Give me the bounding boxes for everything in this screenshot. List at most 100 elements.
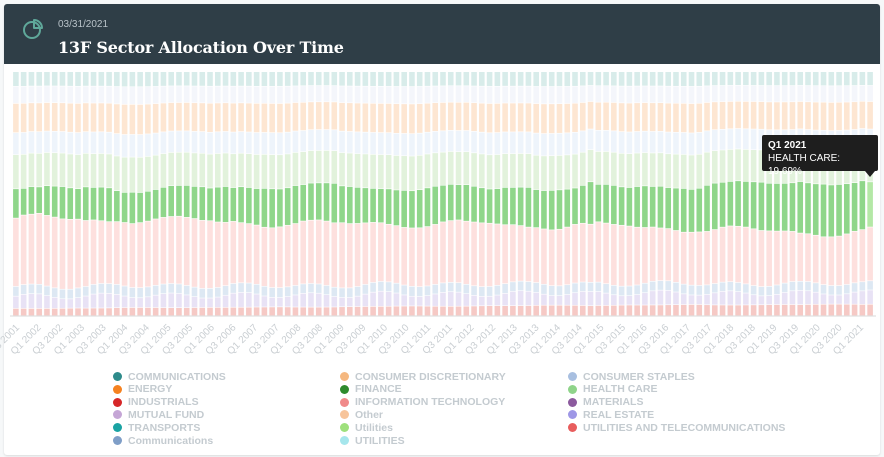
sector-bar-segment[interactable] <box>572 293 578 305</box>
sector-bar-segment[interactable] <box>51 288 58 298</box>
sector-bar-segment[interactable] <box>13 296 19 309</box>
sector-bar-segment[interactable] <box>673 292 679 305</box>
sector-bar-segment[interactable] <box>750 129 757 150</box>
sector-bar-segment[interactable] <box>308 85 314 102</box>
sector-bar-segment[interactable] <box>712 293 718 305</box>
sector-bar-segment[interactable] <box>564 133 571 155</box>
sector-bar-segment[interactable] <box>176 284 182 294</box>
sector-bar-segment[interactable] <box>347 297 353 307</box>
sector-bar-segment[interactable] <box>393 86 400 104</box>
sector-bar-segment[interactable] <box>75 132 81 155</box>
sector-bar-segment[interactable] <box>215 72 221 86</box>
health-care-bar-segment[interactable] <box>315 183 322 220</box>
sector-bar-segment[interactable] <box>603 284 609 293</box>
sector-bar-segment[interactable] <box>90 86 97 103</box>
sector-bar-segment[interactable] <box>789 102 796 130</box>
sector-bar-segment[interactable] <box>556 72 563 87</box>
sector-bar-segment[interactable] <box>525 291 532 306</box>
sector-bar-segment[interactable] <box>409 306 415 316</box>
sector-bar-segment[interactable] <box>238 72 244 86</box>
sector-bar-segment[interactable] <box>114 284 120 295</box>
sector-bar-segment[interactable] <box>510 132 516 154</box>
sector-bar-segment[interactable] <box>207 132 213 154</box>
sector-bar-segment[interactable] <box>347 223 353 288</box>
sector-bar-segment[interactable] <box>743 129 749 150</box>
sector-bar-segment[interactable] <box>432 131 439 153</box>
legend-item[interactable]: INDUSTRIALS <box>113 396 199 409</box>
sector-bar-segment[interactable] <box>727 291 734 305</box>
sector-bar-segment[interactable] <box>455 86 462 102</box>
sector-bar-segment[interactable] <box>315 284 322 293</box>
sector-bar-segment[interactable] <box>541 305 547 316</box>
sector-bar-segment[interactable] <box>758 129 765 150</box>
sector-bar-segment[interactable] <box>851 72 858 86</box>
sector-bar-segment[interactable] <box>525 305 532 316</box>
sector-bar-segment[interactable] <box>502 103 508 132</box>
sector-bar-segment[interactable] <box>354 296 361 307</box>
sector-bar-segment[interactable] <box>98 221 105 284</box>
sector-bar-segment[interactable] <box>199 131 206 153</box>
sector-bar-segment[interactable] <box>564 86 571 104</box>
health-care-bar-segment[interactable] <box>844 184 850 234</box>
sector-bar-segment[interactable] <box>114 307 120 316</box>
sector-bar-segment[interactable] <box>284 154 291 188</box>
sector-bar-segment[interactable] <box>370 103 376 133</box>
sector-bar-segment[interactable] <box>688 155 695 190</box>
sector-bar-segment[interactable] <box>517 305 524 316</box>
sector-bar-segment[interactable] <box>393 225 400 283</box>
sector-bar-segment[interactable] <box>556 229 563 286</box>
sector-bar-segment[interactable] <box>758 85 765 102</box>
sector-bar-segment[interactable] <box>215 86 221 103</box>
sector-bar-segment[interactable] <box>533 282 539 293</box>
sector-bar-segment[interactable] <box>323 129 330 151</box>
health-care-bar-segment[interactable] <box>766 183 772 231</box>
sector-bar-segment[interactable] <box>564 227 571 285</box>
sector-bar-segment[interactable] <box>735 101 741 129</box>
sector-bar-segment[interactable] <box>199 86 206 103</box>
sector-bar-segment[interactable] <box>323 85 330 102</box>
health-care-bar-segment[interactable] <box>859 181 866 230</box>
sector-bar-segment[interactable] <box>277 227 283 288</box>
sector-bar-segment[interactable] <box>385 72 392 87</box>
sector-bar-segment[interactable] <box>618 225 625 286</box>
sector-bar-segment[interactable] <box>494 132 501 155</box>
legend-item[interactable]: MATERIALS <box>568 396 643 409</box>
sector-bar-segment[interactable] <box>207 154 213 188</box>
sector-bar-segment[interactable] <box>859 101 866 129</box>
sector-bar-segment[interactable] <box>269 287 275 298</box>
sector-bar-segment[interactable] <box>315 150 322 183</box>
sector-bar-segment[interactable] <box>649 131 656 153</box>
sector-bar-segment[interactable] <box>28 284 35 294</box>
sector-bar-segment[interactable] <box>704 152 710 185</box>
sector-bar-segment[interactable] <box>331 102 338 130</box>
sector-bar-segment[interactable] <box>774 72 780 86</box>
health-care-bar-segment[interactable] <box>160 187 167 218</box>
sector-bar-segment[interactable] <box>323 285 330 295</box>
sector-bar-segment[interactable] <box>680 232 687 284</box>
sector-bar-segment[interactable] <box>67 103 74 132</box>
sector-bar-segment[interactable] <box>152 307 159 316</box>
sector-bar-segment[interactable] <box>781 85 788 102</box>
sector-bar-segment[interactable] <box>766 85 772 102</box>
sector-bar-segment[interactable] <box>510 225 516 282</box>
sector-bar-segment[interactable] <box>354 223 361 287</box>
sector-bar-segment[interactable] <box>222 131 229 153</box>
sector-bar-segment[interactable] <box>28 293 35 309</box>
health-care-bar-segment[interactable] <box>789 183 796 232</box>
sector-bar-segment[interactable] <box>261 86 268 103</box>
sector-bar-segment[interactable] <box>828 237 835 286</box>
sector-bar-segment[interactable] <box>67 219 74 289</box>
sector-bar-segment[interactable] <box>75 72 81 87</box>
sector-bar-segment[interactable] <box>447 86 454 102</box>
sector-bar-segment[interactable] <box>36 86 42 103</box>
sector-bar-segment[interactable] <box>331 296 338 307</box>
sector-bar-segment[interactable] <box>176 102 182 131</box>
legend-item[interactable]: TRANSPORTS <box>113 421 200 434</box>
sector-bar-segment[interactable] <box>424 306 431 316</box>
sector-bar-segment[interactable] <box>525 153 532 188</box>
sector-bar-segment[interactable] <box>673 282 679 292</box>
sector-bar-segment[interactable] <box>533 86 539 104</box>
sector-bar-segment[interactable] <box>215 153 221 187</box>
sector-bar-segment[interactable] <box>28 131 35 153</box>
sector-bar-segment[interactable] <box>758 296 765 305</box>
